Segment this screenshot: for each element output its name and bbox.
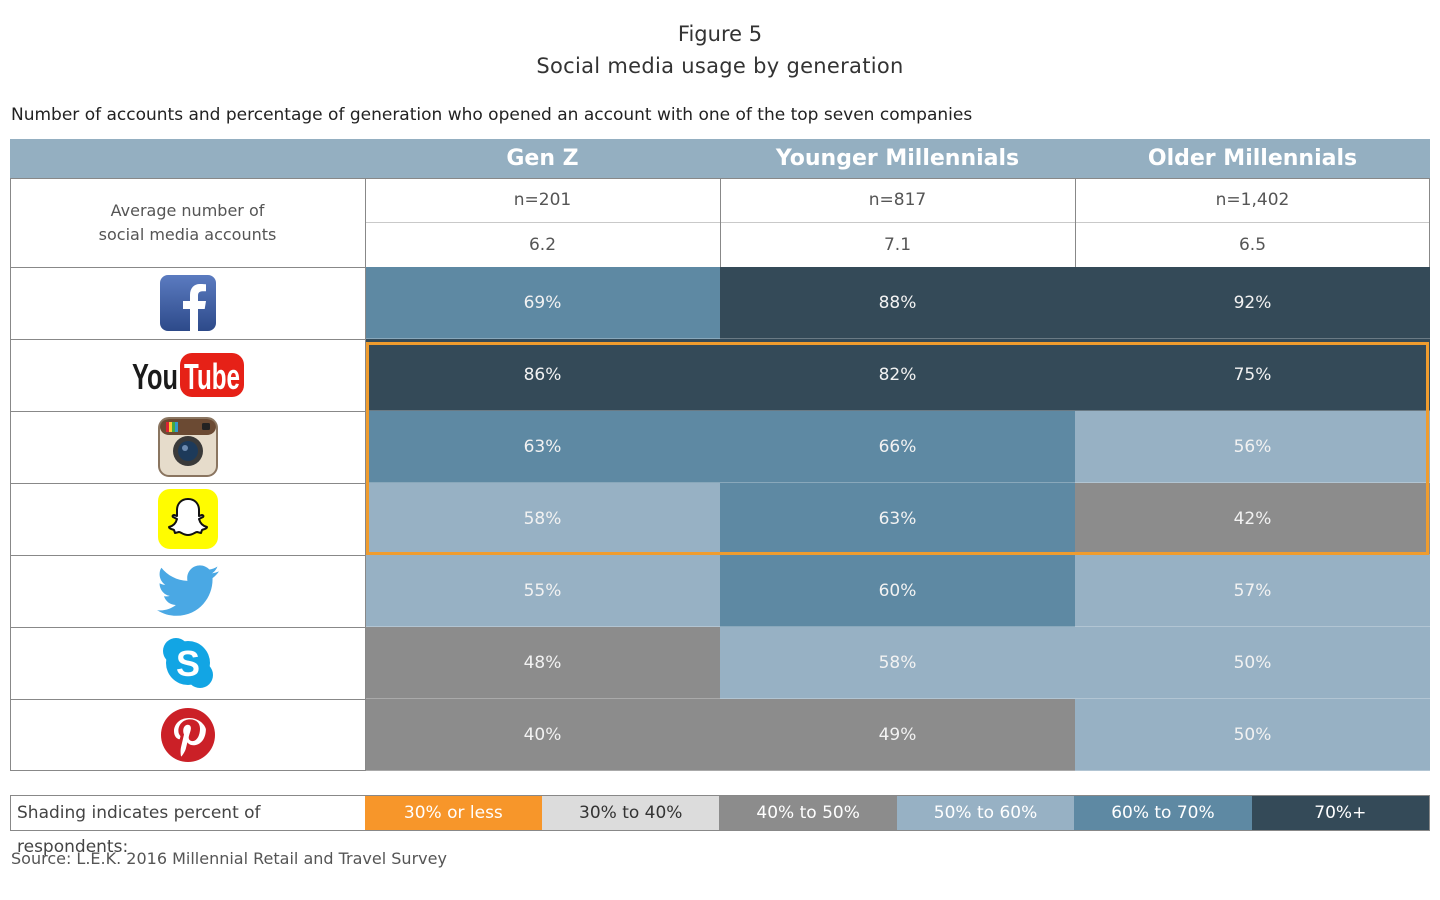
- row-divider: [11, 339, 365, 340]
- column-divider: [720, 178, 721, 267]
- cell-youtube-gen-z: 86%: [365, 339, 720, 411]
- instagram-icon: [157, 417, 218, 477]
- cell-facebook-younger-millennials: 88%: [720, 267, 1075, 339]
- avg-accounts-gen-z: 6.2: [528, 235, 557, 255]
- legend-item-2: 40% to 50%: [719, 796, 897, 830]
- source-note: Source: L.E.K. 2016 Millennial Retail an…: [11, 849, 447, 868]
- figure-label: Figure 5: [677, 22, 763, 46]
- row-divider: [11, 483, 365, 484]
- logo-twitter: [10, 555, 365, 627]
- cell-skype-older-millennials: 50%: [1075, 627, 1430, 699]
- cell-skype-gen-z: 48%: [365, 627, 720, 699]
- divider: [366, 222, 1429, 223]
- svg-text:Tube: Tube: [184, 356, 240, 397]
- cell-pinterest-older-millennials: 50%: [1075, 699, 1430, 771]
- svg-text:You: You: [132, 356, 178, 397]
- skype-icon: S: [161, 636, 215, 690]
- avg-accounts-label: Average number of social media accounts: [98, 200, 277, 244]
- column-divider: [365, 267, 366, 771]
- row-divider: [11, 555, 365, 556]
- column-divider: [365, 178, 366, 267]
- cell-instagram-gen-z: 63%: [365, 411, 720, 483]
- cell-skype-younger-millennials: 58%: [720, 627, 1075, 699]
- row-divider: [11, 699, 365, 700]
- legend-item-0: 30% or less: [364, 796, 543, 830]
- sample-size-gen-z: n=201: [513, 190, 572, 210]
- sample-size-younger-millennials: n=817: [868, 190, 927, 210]
- logo-snapchat: [10, 483, 365, 555]
- twitter-icon: [156, 565, 219, 617]
- cell-instagram-older-millennials: 56%: [1075, 411, 1430, 483]
- cell-twitter-gen-z: 55%: [365, 555, 720, 627]
- column-header-bar: Gen Z Younger Millennials Older Millenni…: [10, 139, 1430, 178]
- row-divider: [11, 267, 365, 268]
- avg-accounts-older-millennials: 6.5: [1238, 235, 1267, 255]
- cell-instagram-younger-millennials: 66%: [720, 411, 1075, 483]
- cell-snapchat-younger-millennials: 63%: [720, 483, 1075, 555]
- column-header-younger-millennials: Younger Millennials: [775, 146, 1020, 171]
- figure-title: Social media usage by generation: [536, 54, 904, 78]
- avg-accounts-younger-millennials: 7.1: [883, 235, 912, 255]
- row-divider: [11, 627, 365, 628]
- figure-subtitle: Number of accounts and percentage of gen…: [11, 105, 973, 125]
- row-divider: [11, 411, 365, 412]
- logo-pinterest: [10, 699, 365, 771]
- cell-twitter-younger-millennials: 60%: [720, 555, 1075, 627]
- column-header-older-millennials: Older Millennials: [1147, 146, 1358, 171]
- cell-youtube-younger-millennials: 82%: [720, 339, 1075, 411]
- legend-item-1: 30% to 40%: [542, 796, 720, 830]
- cell-pinterest-gen-z: 40%: [365, 699, 720, 771]
- cell-facebook-older-millennials: 92%: [1075, 267, 1430, 339]
- cell-snapchat-older-millennials: 42%: [1075, 483, 1430, 555]
- pinterest-icon: [160, 707, 216, 763]
- youtube-icon: You Tube: [132, 351, 244, 399]
- logo-facebook: [10, 267, 365, 339]
- legend-item-3: 50% to 60%: [896, 796, 1075, 830]
- cell-pinterest-younger-millennials: 49%: [720, 699, 1075, 771]
- cell-snapchat-gen-z: 58%: [365, 483, 720, 555]
- legend-item-5: 70%+: [1251, 796, 1429, 830]
- logo-youtube: You Tube: [10, 339, 365, 411]
- legend-label: Shading indicates percent of respondents…: [17, 803, 261, 857]
- facebook-icon: [159, 275, 216, 331]
- snapchat-icon: [157, 489, 218, 549]
- legend: Shading indicates percent of respondents…: [10, 795, 1430, 857]
- svg-text:S: S: [175, 643, 199, 684]
- cell-youtube-older-millennials: 75%: [1075, 339, 1430, 411]
- legend-item-4: 60% to 70%: [1074, 796, 1252, 830]
- sample-size-older-millennials: n=1,402: [1215, 190, 1290, 210]
- logo-instagram: [10, 411, 365, 483]
- column-divider: [1075, 178, 1076, 267]
- cell-twitter-older-millennials: 57%: [1075, 555, 1430, 627]
- cell-facebook-gen-z: 69%: [365, 267, 720, 339]
- column-header-gen-z: Gen Z: [506, 146, 579, 171]
- logo-skype: S: [10, 627, 365, 699]
